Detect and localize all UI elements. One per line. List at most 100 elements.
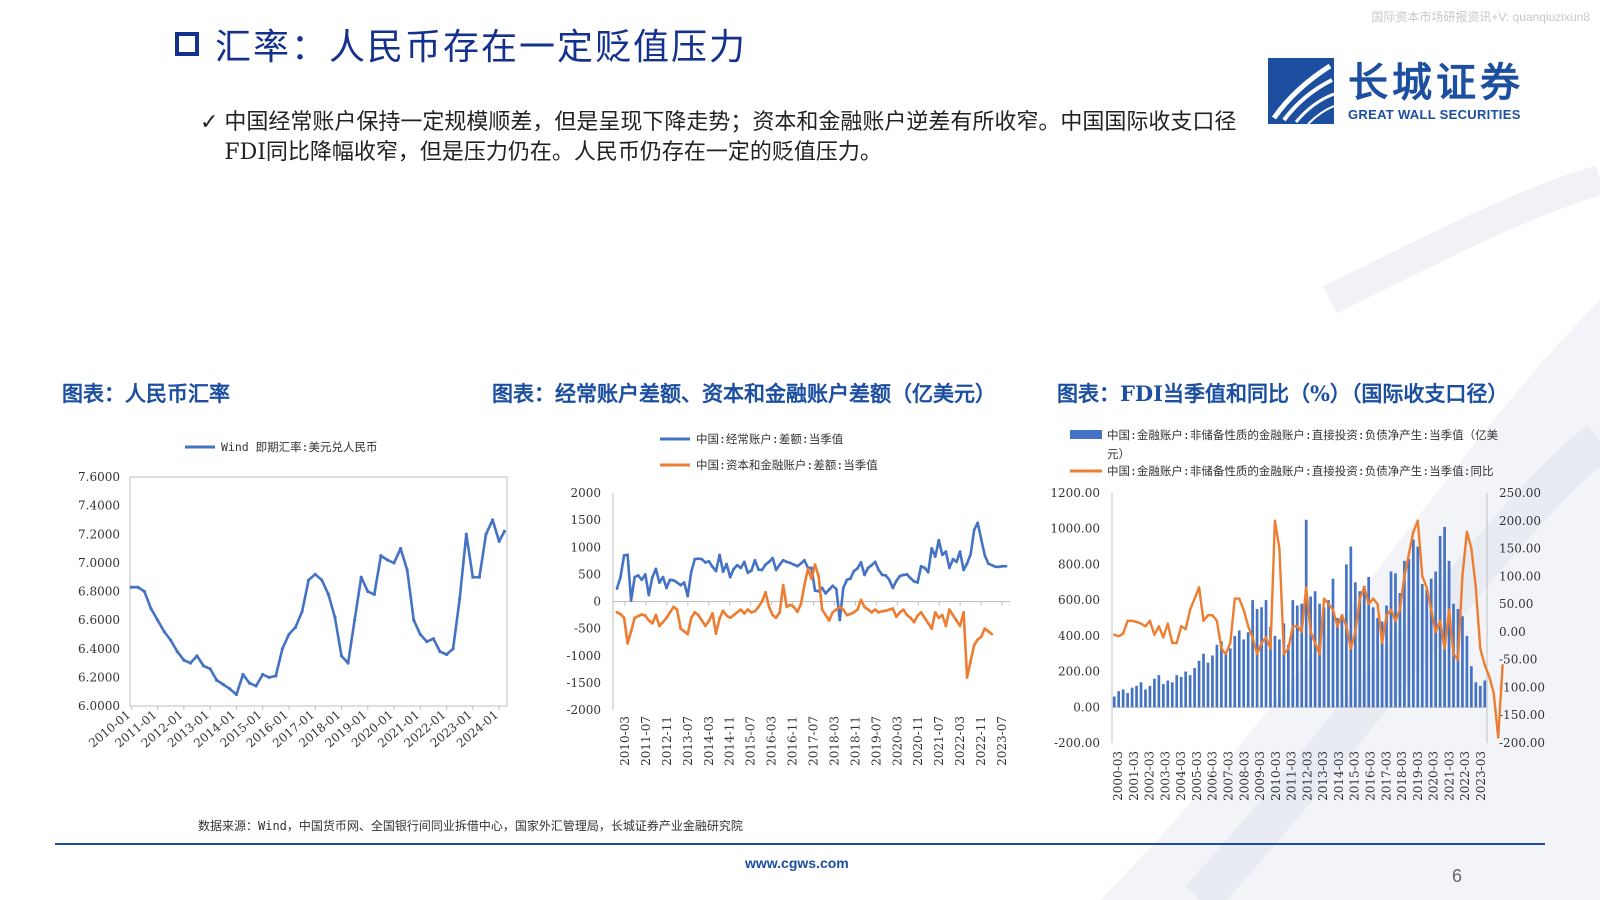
c3-xtick-label: 2013-03 [1316,751,1330,801]
c1-ytick-label: 7.4000 [78,499,120,513]
c2-current-point [880,573,884,577]
c3-yoy-point [1148,619,1152,622]
c3-bar [1362,585,1366,708]
c2-current-point [647,593,651,597]
c2-capital-point [831,610,835,614]
c2-capital-point [682,629,686,633]
c2-current-point [916,581,919,584]
c2-current-point [976,521,980,525]
c3-yoy-point [1421,575,1424,578]
c2-capital-point [806,567,810,571]
c3-ytick-left-label: 600.00 [1058,593,1100,607]
c2-current-point [788,561,792,565]
c2-current-point [962,568,965,572]
c2-capital-point [955,619,958,622]
c3-yoy-point [1363,586,1366,589]
c2-xtick-label: 2020-11 [911,716,925,766]
c2-current-point [757,568,760,571]
c3-yoy-point [1117,635,1120,638]
c3-bar [1443,526,1446,708]
c2-current-point [721,570,725,574]
c3-yoy-line [1113,519,1504,739]
c2-current-point [643,572,647,576]
c3-ytick-right-label: 150.00 [1499,542,1541,556]
c2-current-point [718,553,721,557]
c2-series-current-line [615,521,1006,622]
c3-ytick-right-label: 50.00 [1499,597,1533,611]
c1-ytick-label: 7.6000 [78,470,120,484]
c2-capital-point [704,624,707,628]
c2-capital-point [813,563,817,567]
c1-data-point [195,654,199,658]
c2-xtick-label: 2018-11 [848,716,862,766]
c2-capital-point [948,608,951,612]
c2-capital-point [643,614,647,618]
c2-current-point [898,574,902,578]
c2-capital-point [799,602,803,606]
c3-yoy-point [1318,652,1321,656]
c1-data-point [188,661,193,665]
c2-current-point [905,572,909,576]
c3-yoy-point [1296,625,1299,628]
c2-capital-point [884,609,888,613]
c2-current-point [626,553,630,557]
c3-bar [1367,576,1371,708]
c2-capital-point [636,614,640,618]
slide-title-row: 汇率：人民币存在一定贬值压力 [175,18,747,70]
c3-xtick-label: 2017-03 [1379,751,1393,801]
c1-data-point [412,618,416,622]
c1-data-point [241,672,245,677]
c2-capital-point [679,627,683,631]
c2-current-point [866,566,870,570]
c2-capital-point [986,629,990,633]
c2-capital-point [838,605,842,609]
c2-capital-point [746,608,750,612]
c1-ytick-label: 6.6000 [78,613,120,627]
c3-yoy-point [1211,614,1214,617]
c2-current-point [852,569,856,573]
c1-data-point [307,578,311,582]
c2-capital-point [866,608,870,612]
c2-capital-point [700,619,704,622]
c3-bar [1224,653,1228,708]
c3-bar [1474,682,1478,708]
c2-current-point [629,599,633,602]
c2-capital-point [937,616,941,620]
c3-xtick-label: 2021-03 [1442,751,1456,801]
c2-current-point [834,587,838,591]
c2-capital-point [877,610,881,614]
c2-capital-point [834,608,838,612]
c3-xtick-label: 2012-03 [1300,751,1314,801]
c2-capital-point [944,624,948,628]
c3-yoy-point [1488,675,1491,678]
c3-bar [1313,591,1317,708]
c2-xtick-label: 2018-03 [827,716,841,766]
c2-current-point [658,581,661,584]
c3-bar [1135,685,1138,708]
c2-capital-point [668,610,672,614]
c3-bar [1394,573,1397,708]
c3-yoy-point [1447,608,1451,611]
c2-capital-point [767,605,771,609]
c3-yoy-point [1220,647,1223,650]
c3-yoy-point [1349,647,1353,650]
c3-yoy-point [1412,530,1415,534]
c3-yoy-point [1376,602,1379,606]
c1-data-point [484,532,488,536]
c2-current-point [930,546,934,550]
c2-current-point [894,579,898,583]
c3-bar [1470,666,1473,708]
c3-xtick-label: 2022-03 [1458,751,1472,801]
c3-bar [1416,546,1420,708]
c2-ytick-label: -1000 [566,649,601,663]
c3-bar [1434,571,1437,708]
c1-data-point [398,546,403,551]
c2-current-point [661,575,665,579]
c2-capital-point [647,619,651,622]
c2-ytick-label: -2000 [566,703,601,717]
c3-bar [1340,614,1344,708]
c2-capital-point [905,613,909,617]
c3-yoy-point [1501,664,1504,667]
c3-bar [1327,600,1330,708]
c2-current-point [679,583,683,587]
